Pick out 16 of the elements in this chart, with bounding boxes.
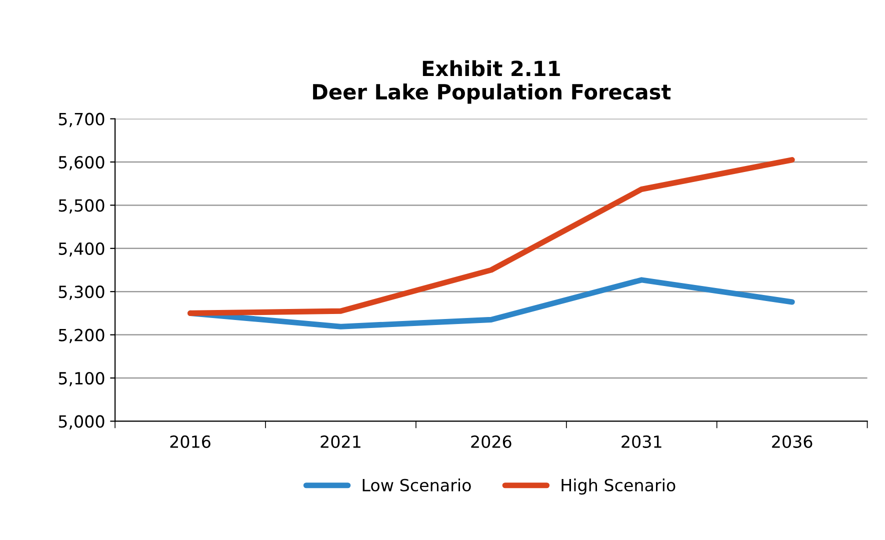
- chart-title: Exhibit 2.11 Deer Lake Population Forecast: [313, 60, 671, 104]
- y-tick-label: 5,300: [58, 286, 104, 300]
- x-tick-label: 2031: [622, 435, 662, 448]
- legend-label: Low Scenario: [362, 478, 471, 492]
- x-tick-label: 2026: [471, 435, 512, 448]
- y-tick-label: 5,200: [58, 328, 104, 344]
- y-tick-label: 5,400: [58, 242, 104, 257]
- legend-label: High Scenario: [562, 478, 676, 495]
- y-tick-label: 5,600: [58, 156, 104, 170]
- x-tick-label: 2036: [772, 435, 812, 448]
- x-tick-label: 2021: [320, 435, 360, 448]
- y-tick-label: 5,000: [58, 415, 104, 430]
- y-tick-label: 5,700: [58, 112, 104, 128]
- x-tick-label: 2016: [170, 435, 210, 448]
- y-tick-label: 5,100: [58, 372, 104, 386]
- y-tick-label: 5,500: [58, 199, 104, 214]
